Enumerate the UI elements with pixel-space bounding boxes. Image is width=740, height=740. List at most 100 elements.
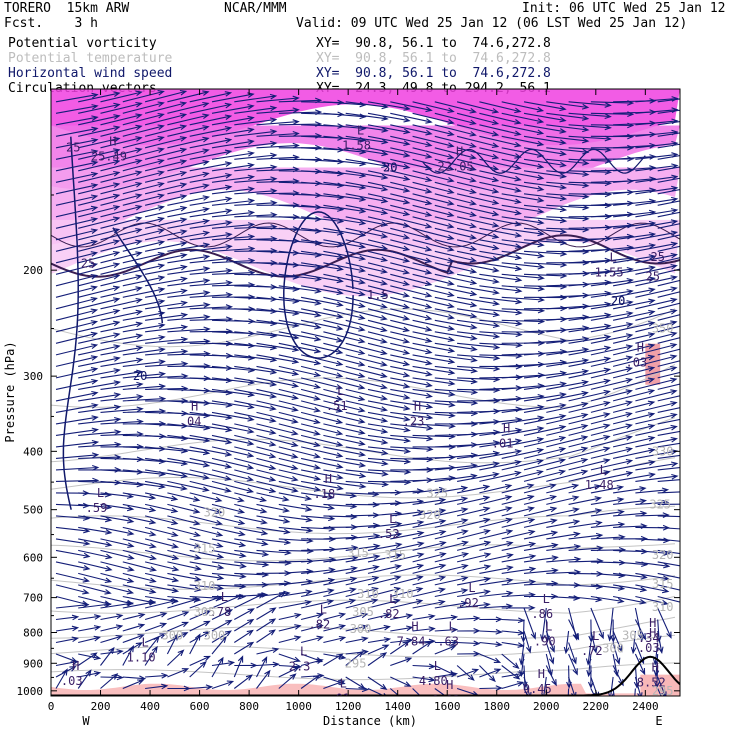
circulation-vector bbox=[78, 114, 121, 126]
circulation-vector bbox=[590, 366, 634, 379]
circulation-vector bbox=[189, 620, 211, 632]
circulation-vector bbox=[412, 342, 456, 354]
circulation-vector bbox=[546, 358, 590, 367]
circulation-vector bbox=[457, 419, 501, 425]
circulation-vector bbox=[501, 483, 535, 494]
circulation-vector bbox=[234, 200, 278, 206]
circulation-vector bbox=[122, 383, 167, 390]
circulation-vector bbox=[568, 520, 603, 528]
circulation-vector bbox=[77, 652, 98, 666]
circulation-vector bbox=[256, 319, 300, 328]
circulation-vector bbox=[345, 554, 381, 563]
circulation-vector bbox=[122, 347, 166, 356]
circulation-vector bbox=[568, 257, 612, 264]
circulation-vector bbox=[412, 158, 455, 171]
circulation-vector bbox=[122, 644, 135, 666]
x-tick-label: 2200 bbox=[583, 700, 610, 713]
circulation-vector bbox=[367, 216, 411, 228]
circulation-vector bbox=[78, 91, 121, 103]
circulation-vector bbox=[100, 274, 143, 287]
circulation-vector bbox=[456, 147, 500, 160]
circulation-vector bbox=[568, 301, 612, 310]
circulation-vector bbox=[234, 319, 278, 327]
circulation-vector bbox=[479, 181, 522, 193]
circulation-vector bbox=[55, 367, 99, 379]
circulation-vector bbox=[367, 227, 411, 240]
circulation-vector bbox=[657, 325, 680, 333]
circulation-vector bbox=[256, 411, 299, 424]
circulation-vector bbox=[657, 395, 680, 402]
circulation-vector bbox=[167, 561, 202, 571]
y-tick-label: 300 bbox=[23, 370, 43, 383]
circulation-vector bbox=[100, 634, 123, 644]
circulation-vector bbox=[434, 216, 477, 229]
circulation-vector bbox=[367, 457, 412, 465]
x-tick-label: 200 bbox=[91, 700, 111, 713]
circulation-vector bbox=[55, 378, 99, 390]
circulation-vector bbox=[211, 434, 255, 446]
circulation-vector bbox=[434, 342, 478, 352]
circulation-vector bbox=[412, 486, 447, 494]
circulation-vector bbox=[100, 136, 143, 149]
circulation-vector bbox=[100, 216, 143, 229]
circulation-vector bbox=[100, 181, 143, 195]
circulation-vector bbox=[390, 101, 433, 113]
circulation-vector bbox=[122, 469, 167, 477]
circulation-vector bbox=[590, 447, 634, 459]
circulation-vector bbox=[501, 426, 545, 436]
circulation-vector bbox=[612, 354, 656, 367]
circulation-vector bbox=[211, 630, 233, 643]
circulation-vector bbox=[367, 586, 402, 598]
circulation-vector bbox=[122, 623, 146, 632]
circulation-vector bbox=[300, 308, 344, 319]
circulation-vector bbox=[367, 262, 411, 275]
x-tick-label: 600 bbox=[190, 700, 210, 713]
circulation-vector bbox=[390, 388, 433, 399]
circulation-vector bbox=[278, 503, 313, 512]
circulation-vector bbox=[78, 205, 121, 218]
circulation-vector bbox=[568, 345, 612, 356]
circulation-vector bbox=[323, 193, 367, 202]
circulation-vector bbox=[211, 354, 256, 361]
circulation-vector bbox=[301, 262, 344, 272]
circulation-vector bbox=[523, 227, 568, 235]
circulation-vector bbox=[479, 590, 514, 598]
pv-contour-label: 20 bbox=[383, 160, 397, 174]
circulation-vector bbox=[256, 296, 300, 304]
circulation-vector bbox=[457, 640, 481, 647]
circulation-vector bbox=[501, 158, 545, 169]
circulation-vector bbox=[345, 170, 389, 180]
circulation-vector bbox=[234, 593, 265, 609]
circulation-vector bbox=[367, 308, 411, 321]
circulation-vector bbox=[345, 377, 388, 390]
circulation-vector bbox=[434, 518, 469, 528]
east-end-label: E bbox=[655, 714, 662, 728]
circulation-vector bbox=[412, 641, 433, 655]
extremum-type-label: H bbox=[652, 660, 659, 674]
circulation-vector bbox=[390, 227, 433, 241]
extremum-type-label: L bbox=[545, 620, 552, 634]
circulation-vector bbox=[100, 101, 143, 114]
circulation-vector bbox=[523, 447, 567, 459]
circulation-vector bbox=[145, 300, 188, 310]
circulation-vector bbox=[434, 552, 470, 563]
circulation-vector bbox=[479, 227, 523, 238]
circulation-vector bbox=[590, 211, 635, 218]
circulation-vector bbox=[519, 653, 525, 678]
extremum-value-label: .23 bbox=[403, 415, 425, 429]
circulation-vector bbox=[211, 377, 256, 386]
circulation-vector bbox=[434, 463, 479, 471]
circulation-vector bbox=[635, 275, 678, 287]
circulation-vector bbox=[367, 644, 390, 655]
circulation-vector bbox=[278, 423, 321, 436]
pv-contour-label: 25 bbox=[66, 140, 80, 154]
circulation-vector bbox=[479, 427, 523, 436]
circulation-vector bbox=[590, 607, 604, 640]
extremum-value-label: .63 bbox=[437, 635, 459, 649]
theta-contour-label: 350 bbox=[652, 321, 674, 335]
circulation-vector bbox=[479, 483, 513, 494]
circulation-vector bbox=[55, 126, 99, 137]
circulation-vector bbox=[613, 209, 657, 218]
circulation-vector bbox=[501, 641, 525, 648]
circulation-vector bbox=[256, 515, 291, 524]
